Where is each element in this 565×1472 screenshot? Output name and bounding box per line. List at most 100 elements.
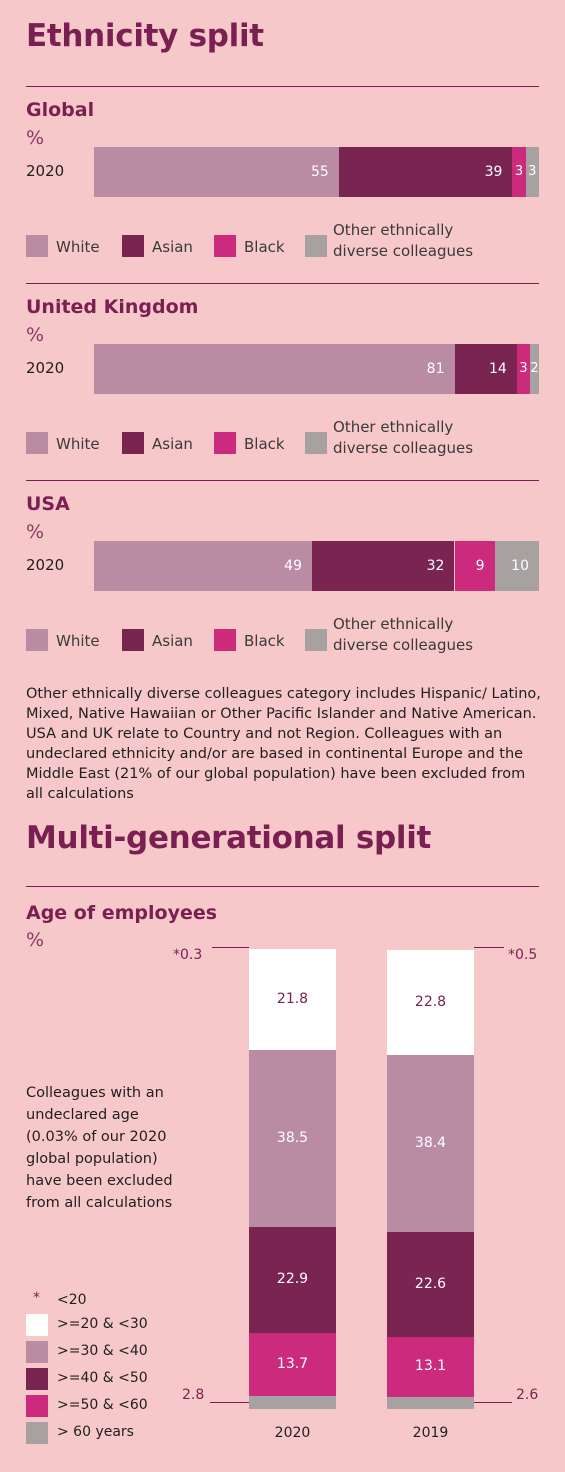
- age-note: Colleagues with an undeclared age (0.03%…: [26, 1085, 173, 1211]
- column-value-label: 21.8: [276, 990, 309, 1007]
- column-segment: [387, 950, 474, 1056]
- unit-label: %: [26, 324, 45, 346]
- bar-segment: [530, 344, 539, 394]
- ethnicity-note: Other ethnically diverse colleagues cate…: [26, 686, 541, 802]
- bar-value-label: 10: [511, 558, 529, 574]
- year-label: 2020: [26, 556, 65, 574]
- bar-value-label: 39: [484, 164, 503, 180]
- legend-swatch: [26, 1422, 48, 1444]
- bar-segment: [312, 541, 455, 591]
- legend-swatch: [26, 1341, 48, 1363]
- legend-label: <20: [57, 1292, 87, 1308]
- column-segment: [249, 1396, 336, 1409]
- column-segment: [387, 948, 474, 951]
- section-title: Global: [26, 99, 95, 121]
- unit-label: %: [26, 127, 45, 149]
- bar-segment: [454, 344, 517, 394]
- legend-swatch: [26, 1368, 48, 1390]
- annotation-line: [212, 947, 249, 948]
- divider: [26, 480, 539, 481]
- legend-swatch: [122, 432, 144, 454]
- legend-star-marker: *: [33, 1290, 40, 1306]
- column-value-label: 13.7: [276, 1355, 309, 1372]
- divider: [26, 86, 539, 87]
- legend-label: Black: [244, 238, 285, 256]
- bar-segment: [94, 541, 312, 591]
- legend-swatch: [26, 1395, 48, 1417]
- column-value-label: 22.6: [414, 1275, 447, 1292]
- column-value-label: 22.9: [276, 1271, 309, 1288]
- bar-segment: [516, 344, 531, 394]
- legend-label: Black: [244, 435, 285, 453]
- bar-segment: [338, 147, 513, 197]
- legend-label: diverse colleagues: [333, 636, 474, 654]
- legend-swatch: [122, 235, 144, 257]
- stacked-column: 22.8 38.4 22.6 13.1: [387, 948, 474, 1409]
- section-title: USA: [26, 493, 70, 515]
- annotation-lt20-2019: *0.5: [508, 947, 538, 963]
- bar-value-label: 49: [284, 558, 302, 574]
- legend-label: >=50 & <60: [57, 1397, 148, 1413]
- bar-segment: [94, 147, 339, 197]
- annotation-line: [474, 1402, 512, 1403]
- legend-swatch: [305, 629, 327, 651]
- column-segment: [249, 949, 336, 1050]
- legend-label: Black: [244, 632, 285, 650]
- annotation-lt20-2020: *0.3: [173, 947, 203, 963]
- column-segment: [387, 1232, 474, 1337]
- legend-item: >=20 & <30: [26, 1314, 226, 1336]
- ethnicity-title: Ethnicity split: [26, 18, 264, 54]
- bar-segment: [525, 147, 539, 197]
- bar-value-label: 55: [310, 164, 329, 180]
- stacked-column: 21.8 38.5 22.9 13.7: [249, 948, 336, 1409]
- column-value-label: 38.5: [276, 1129, 309, 1146]
- column-segment: [387, 1397, 474, 1409]
- age-chart-title: Age of employees: [26, 902, 218, 924]
- bar-segment: [94, 344, 455, 394]
- column-segment: [387, 1336, 474, 1397]
- legend-item: * <20: [26, 1290, 226, 1312]
- annotation-line: [210, 1402, 249, 1403]
- legend-label: diverse colleagues: [333, 242, 474, 260]
- section-title: United Kingdom: [26, 296, 199, 318]
- legend-label: Other ethnically: [333, 418, 454, 436]
- legend-label: White: [56, 238, 100, 256]
- legend-swatch: [214, 235, 236, 257]
- year-label: 2020: [26, 359, 65, 377]
- bar-value-label: 3: [519, 361, 528, 376]
- year-label: 2020: [26, 162, 65, 180]
- legend-swatch: [26, 1314, 48, 1336]
- legend-item: >=50 & <60: [26, 1395, 226, 1417]
- legend-item: >=40 & <50: [26, 1368, 226, 1390]
- legend-label: diverse colleagues: [333, 439, 474, 457]
- column-value-label: 38.4: [414, 1134, 447, 1151]
- bar-value-label: 3: [528, 164, 537, 179]
- legend-label: Other ethnically: [333, 615, 454, 633]
- column-segment: [249, 1332, 336, 1397]
- legend-swatch: [26, 432, 48, 454]
- legend-swatch: [305, 235, 327, 257]
- generational-title: Multi-generational split: [26, 820, 432, 856]
- annotation-gt60-2019: 2.6: [516, 1387, 539, 1403]
- legend-label: >=40 & <50: [57, 1370, 148, 1386]
- stacked-bar: 55 39 3 3: [94, 147, 539, 197]
- legend: White Asian Black Other ethnically diverse c…: [26, 417, 539, 457]
- bar-segment: [512, 147, 526, 197]
- x-axis-category: 2020: [274, 1425, 311, 1441]
- legend-label: White: [56, 435, 100, 453]
- annotation-line: [474, 947, 504, 948]
- legend-swatch: [122, 629, 144, 651]
- column-segment: [249, 1227, 336, 1333]
- bar-value-label: 32: [426, 558, 445, 574]
- legend-label: >=20 & <30: [57, 1316, 148, 1332]
- bar-value-label: 81: [426, 361, 445, 377]
- column-segment: [249, 948, 336, 950]
- legend-item: > 60 years: [26, 1422, 226, 1444]
- stacked-bar: 81 14 3 2: [94, 344, 539, 394]
- legend-label: Asian: [152, 632, 193, 650]
- bar-value-label: 2: [530, 361, 539, 376]
- legend-item: >=30 & <40: [26, 1341, 226, 1363]
- legend-swatch: [214, 432, 236, 454]
- bar-value-label: 14: [488, 361, 507, 377]
- column-segment: [249, 1049, 336, 1228]
